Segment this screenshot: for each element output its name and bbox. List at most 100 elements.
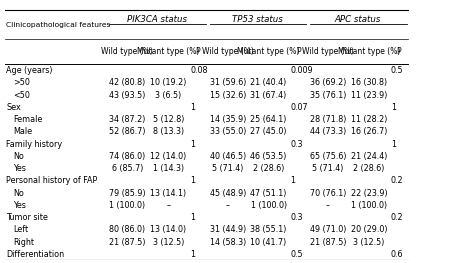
Text: 1 (100.0): 1 (100.0) [251,201,287,210]
Text: Sex: Sex [6,103,21,112]
Text: 1 (100.0): 1 (100.0) [351,201,387,210]
Text: 3 (12.5): 3 (12.5) [153,237,184,246]
Text: 1: 1 [391,103,396,112]
Text: <50: <50 [13,90,30,100]
Text: Yes: Yes [13,201,26,210]
Text: 3 (6.5): 3 (6.5) [155,90,182,100]
Text: 2 (28.6): 2 (28.6) [253,164,284,173]
Text: 25 (64.1): 25 (64.1) [250,115,287,124]
Text: 31 (59.6): 31 (59.6) [210,78,246,87]
Text: 1 (100.0): 1 (100.0) [109,201,146,210]
Text: 11 (23.9): 11 (23.9) [351,90,387,100]
Text: 0.07: 0.07 [291,103,308,112]
Text: 0.3: 0.3 [291,140,303,149]
Text: Wild type (%): Wild type (%) [202,47,254,56]
Text: 31 (44.9): 31 (44.9) [210,225,246,234]
Text: 15 (32.6): 15 (32.6) [210,90,246,100]
Text: 1: 1 [190,140,195,149]
Text: No: No [13,189,24,198]
Text: 34 (87.2): 34 (87.2) [109,115,146,124]
Text: 27 (45.0): 27 (45.0) [250,127,287,136]
Text: Age (years): Age (years) [6,66,53,75]
Text: Right: Right [13,237,34,246]
Text: Mutant type (%): Mutant type (%) [237,47,300,56]
Text: 1: 1 [391,140,396,149]
Text: 74 (86.0): 74 (86.0) [109,152,146,161]
Text: 1 (14.3): 1 (14.3) [153,164,184,173]
Text: 1: 1 [190,103,195,112]
Text: P: P [396,47,401,56]
Text: 0.08: 0.08 [190,66,208,75]
Text: 1: 1 [190,250,195,259]
Text: 8 (13.3): 8 (13.3) [153,127,184,136]
Text: 11 (28.2): 11 (28.2) [351,115,387,124]
Text: 3 (12.5): 3 (12.5) [353,237,384,246]
Text: 14 (35.9): 14 (35.9) [210,115,246,124]
Text: 0.2: 0.2 [391,213,403,222]
Text: 0.2: 0.2 [391,176,403,185]
Text: Family history: Family history [6,140,62,149]
Text: 65 (75.6): 65 (75.6) [310,152,346,161]
Text: APC status: APC status [335,16,381,24]
Text: 49 (71.0): 49 (71.0) [310,225,346,234]
Text: 5 (12.8): 5 (12.8) [153,115,184,124]
Text: Wild type (%): Wild type (%) [302,47,354,56]
Text: 52 (86.7): 52 (86.7) [109,127,146,136]
Text: PIK3CA status: PIK3CA status [127,16,187,24]
Text: Tumor site: Tumor site [6,213,48,222]
Text: 16 (26.7): 16 (26.7) [351,127,387,136]
Text: Left: Left [13,225,28,234]
Text: 1: 1 [190,176,195,185]
Text: 6 (85.7): 6 (85.7) [112,164,143,173]
Text: >50: >50 [13,78,30,87]
Text: 16 (30.8): 16 (30.8) [351,78,387,87]
Text: Clinicopathological features: Clinicopathological features [6,22,110,28]
Text: 10 (19.2): 10 (19.2) [150,78,186,87]
Text: Mutant type (%): Mutant type (%) [137,47,200,56]
Text: 0.009: 0.009 [291,66,313,75]
Text: 2 (28.6): 2 (28.6) [353,164,384,173]
Text: 0.6: 0.6 [391,250,403,259]
Text: –: – [166,201,170,210]
Text: TP53 status: TP53 status [232,16,283,24]
Text: 21 (87.5): 21 (87.5) [310,237,346,246]
Text: 1: 1 [291,176,295,185]
Text: 33 (55.0): 33 (55.0) [210,127,246,136]
Text: 20 (29.0): 20 (29.0) [351,225,387,234]
Text: Yes: Yes [13,164,26,173]
Text: 14 (58.3): 14 (58.3) [210,237,246,246]
Text: 21 (87.5): 21 (87.5) [109,237,146,246]
Text: 38 (55.1): 38 (55.1) [250,225,287,234]
Text: Female: Female [13,115,43,124]
Text: 5 (71.4): 5 (71.4) [212,164,243,173]
Text: 44 (73.3): 44 (73.3) [310,127,346,136]
Text: 21 (24.4): 21 (24.4) [351,152,387,161]
Text: 0.5: 0.5 [391,66,403,75]
Text: 79 (85.9): 79 (85.9) [109,189,146,198]
Text: 21 (40.4): 21 (40.4) [250,78,287,87]
Text: 40 (46.5): 40 (46.5) [210,152,246,161]
Text: Differentiation: Differentiation [6,250,64,259]
Text: 70 (76.1): 70 (76.1) [310,189,346,198]
Text: 0.3: 0.3 [291,213,303,222]
Text: 13 (14.0): 13 (14.0) [150,225,186,234]
Text: Male: Male [13,127,32,136]
Text: 28 (71.8): 28 (71.8) [310,115,346,124]
Text: Mutant type (%): Mutant type (%) [338,47,400,56]
Text: 36 (69.2): 36 (69.2) [310,78,346,87]
Text: No: No [13,152,24,161]
Text: –: – [326,201,330,210]
Text: 31 (67.4): 31 (67.4) [250,90,287,100]
Text: 13 (14.1): 13 (14.1) [150,189,186,198]
Text: 10 (41.7): 10 (41.7) [250,237,287,246]
Text: 12 (14.0): 12 (14.0) [150,152,186,161]
Text: 45 (48.9): 45 (48.9) [210,189,246,198]
Text: 42 (80.8): 42 (80.8) [109,78,146,87]
Text: –: – [226,201,230,210]
Text: 47 (51.1): 47 (51.1) [250,189,287,198]
Text: P: P [196,47,201,56]
Text: 35 (76.1): 35 (76.1) [310,90,346,100]
Text: 43 (93.5): 43 (93.5) [109,90,146,100]
Text: 80 (86.0): 80 (86.0) [109,225,146,234]
Text: 22 (23.9): 22 (23.9) [351,189,387,198]
